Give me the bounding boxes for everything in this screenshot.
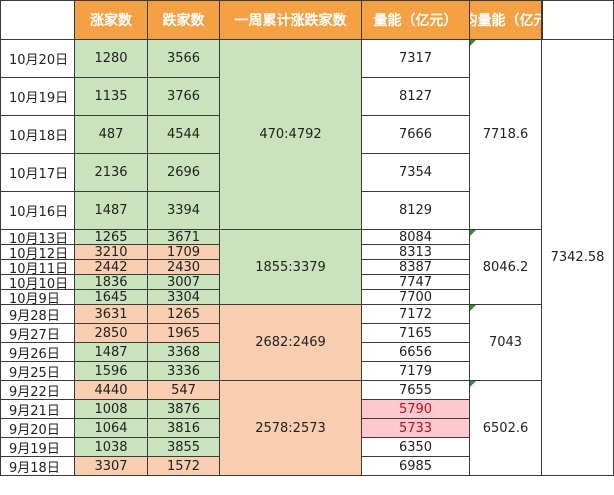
volume-cell[interactable]: 5733 xyxy=(362,419,470,438)
date-cell[interactable]: 9月20日 xyxy=(0,419,75,438)
up-count-cell[interactable]: 1265 xyxy=(75,230,148,245)
volume-cell[interactable]: 6350 xyxy=(362,438,470,457)
weekly-avg-volume-cell[interactable]: 7718.6 xyxy=(470,40,542,230)
date-cell[interactable]: 10月18日 xyxy=(0,116,75,154)
weekly-avg-volume-cell[interactable]: 7043 xyxy=(470,305,542,381)
down-count-cell[interactable]: 3876 xyxy=(148,400,220,419)
up-count-cell[interactable]: 1038 xyxy=(75,438,148,457)
weekly-ratio-cell[interactable]: 1855:3379 xyxy=(220,230,362,305)
down-count-cell[interactable]: 4544 xyxy=(148,116,220,154)
volume-cell[interactable]: 5790 xyxy=(362,400,470,419)
volume-cell[interactable]: 7354 xyxy=(362,154,470,192)
up-count-cell[interactable]: 1064 xyxy=(75,419,148,438)
date-cell[interactable]: 9月28日 xyxy=(0,305,75,324)
up-count-cell[interactable]: 2136 xyxy=(75,154,148,192)
down-count-cell[interactable]: 2430 xyxy=(148,260,220,275)
volume-cell[interactable]: 7747 xyxy=(362,275,470,290)
down-count-cell[interactable]: 3007 xyxy=(148,275,220,290)
date-cell[interactable]: 10月16日 xyxy=(0,192,75,230)
volume-cell[interactable]: 7172 xyxy=(362,305,470,324)
volume-cell[interactable]: 8387 xyxy=(362,260,470,275)
down-count-cell[interactable]: 547 xyxy=(148,381,220,400)
weekly-ratio-cell[interactable]: 470:4792 xyxy=(220,40,362,230)
up-count-cell[interactable]: 1008 xyxy=(75,400,148,419)
volume-cell[interactable]: 8084 xyxy=(362,230,470,245)
down-count-cell[interactable]: 3336 xyxy=(148,362,220,381)
up-count-cell[interactable]: 1280 xyxy=(75,40,148,78)
down-count-cell[interactable]: 3368 xyxy=(148,343,220,362)
volume-cell[interactable]: 8127 xyxy=(362,78,470,116)
down-count-cell[interactable]: 1572 xyxy=(148,457,220,476)
weekly-ratio-cell[interactable]: 2578:2573 xyxy=(220,381,362,476)
date-cell[interactable]: 10月13日 xyxy=(0,230,75,245)
column-header: 跌家数 xyxy=(148,0,220,40)
header-blank-cell xyxy=(542,0,614,40)
down-count-cell[interactable]: 3766 xyxy=(148,78,220,116)
weekly-avg-volume-cell[interactable]: 8046.2 xyxy=(470,230,542,305)
up-count-cell[interactable]: 3307 xyxy=(75,457,148,476)
weekly-ratio-cell[interactable]: 2682:2469 xyxy=(220,305,362,381)
up-count-cell[interactable]: 1596 xyxy=(75,362,148,381)
date-cell[interactable]: 10月10日 xyxy=(0,275,75,290)
up-count-cell[interactable]: 3631 xyxy=(75,305,148,324)
volume-cell[interactable]: 7700 xyxy=(362,290,470,305)
down-count-cell[interactable]: 1265 xyxy=(148,305,220,324)
up-count-cell[interactable]: 3210 xyxy=(75,245,148,260)
column-header: 平均量能（亿元） xyxy=(470,0,542,40)
date-cell[interactable]: 10月19日 xyxy=(0,78,75,116)
date-cell[interactable]: 10月12日 xyxy=(0,245,75,260)
up-count-cell[interactable]: 1487 xyxy=(75,343,148,362)
down-count-cell[interactable]: 3394 xyxy=(148,192,220,230)
up-count-cell[interactable]: 4440 xyxy=(75,381,148,400)
volume-cell[interactable]: 7655 xyxy=(362,381,470,400)
date-cell[interactable]: 9月18日 xyxy=(0,457,75,476)
down-count-cell[interactable]: 1965 xyxy=(148,324,220,343)
volume-cell[interactable]: 7666 xyxy=(362,116,470,154)
down-count-cell[interactable]: 3304 xyxy=(148,290,220,305)
volume-cell[interactable]: 7179 xyxy=(362,362,470,381)
date-cell[interactable]: 9月21日 xyxy=(0,400,75,419)
weekly-avg-volume-cell[interactable]: 6502.6 xyxy=(470,381,542,476)
up-count-cell[interactable]: 1135 xyxy=(75,78,148,116)
volume-cell[interactable]: 7165 xyxy=(362,324,470,343)
date-cell[interactable]: 9月25日 xyxy=(0,362,75,381)
down-count-cell[interactable]: 3566 xyxy=(148,40,220,78)
up-count-cell[interactable]: 2442 xyxy=(75,260,148,275)
date-cell[interactable]: 10月17日 xyxy=(0,154,75,192)
date-cell[interactable]: 10月11日 xyxy=(0,260,75,275)
volume-cell[interactable]: 8129 xyxy=(362,192,470,230)
down-count-cell[interactable]: 3816 xyxy=(148,419,220,438)
date-cell[interactable]: 9月27日 xyxy=(0,324,75,343)
volume-cell[interactable]: 7317 xyxy=(362,40,470,78)
date-cell[interactable]: 9月26日 xyxy=(0,343,75,362)
overall-avg-volume-cell[interactable]: 7342.58 xyxy=(542,40,614,476)
up-count-cell[interactable]: 2850 xyxy=(75,324,148,343)
date-cell[interactable]: 9月22日 xyxy=(0,381,75,400)
down-count-cell[interactable]: 3855 xyxy=(148,438,220,457)
column-header: 涨家数 xyxy=(75,0,148,40)
up-count-cell[interactable]: 1645 xyxy=(75,290,148,305)
date-cell[interactable]: 9月19日 xyxy=(0,438,75,457)
column-header: 量能（亿元） xyxy=(362,0,470,40)
down-count-cell[interactable]: 2696 xyxy=(148,154,220,192)
volume-cell[interactable]: 8313 xyxy=(362,245,470,260)
date-cell[interactable]: 10月9日 xyxy=(0,290,75,305)
up-count-cell[interactable]: 1836 xyxy=(75,275,148,290)
down-count-cell[interactable]: 3671 xyxy=(148,230,220,245)
date-cell[interactable]: 10月20日 xyxy=(0,40,75,78)
volume-cell[interactable]: 6656 xyxy=(362,343,470,362)
up-count-cell[interactable]: 1487 xyxy=(75,192,148,230)
down-count-cell[interactable]: 1709 xyxy=(148,245,220,260)
column-header: 一周累计涨跌家数 xyxy=(220,0,362,40)
volume-cell[interactable]: 6985 xyxy=(362,457,470,476)
up-count-cell[interactable]: 487 xyxy=(75,116,148,154)
header-blank-cell xyxy=(0,0,75,40)
